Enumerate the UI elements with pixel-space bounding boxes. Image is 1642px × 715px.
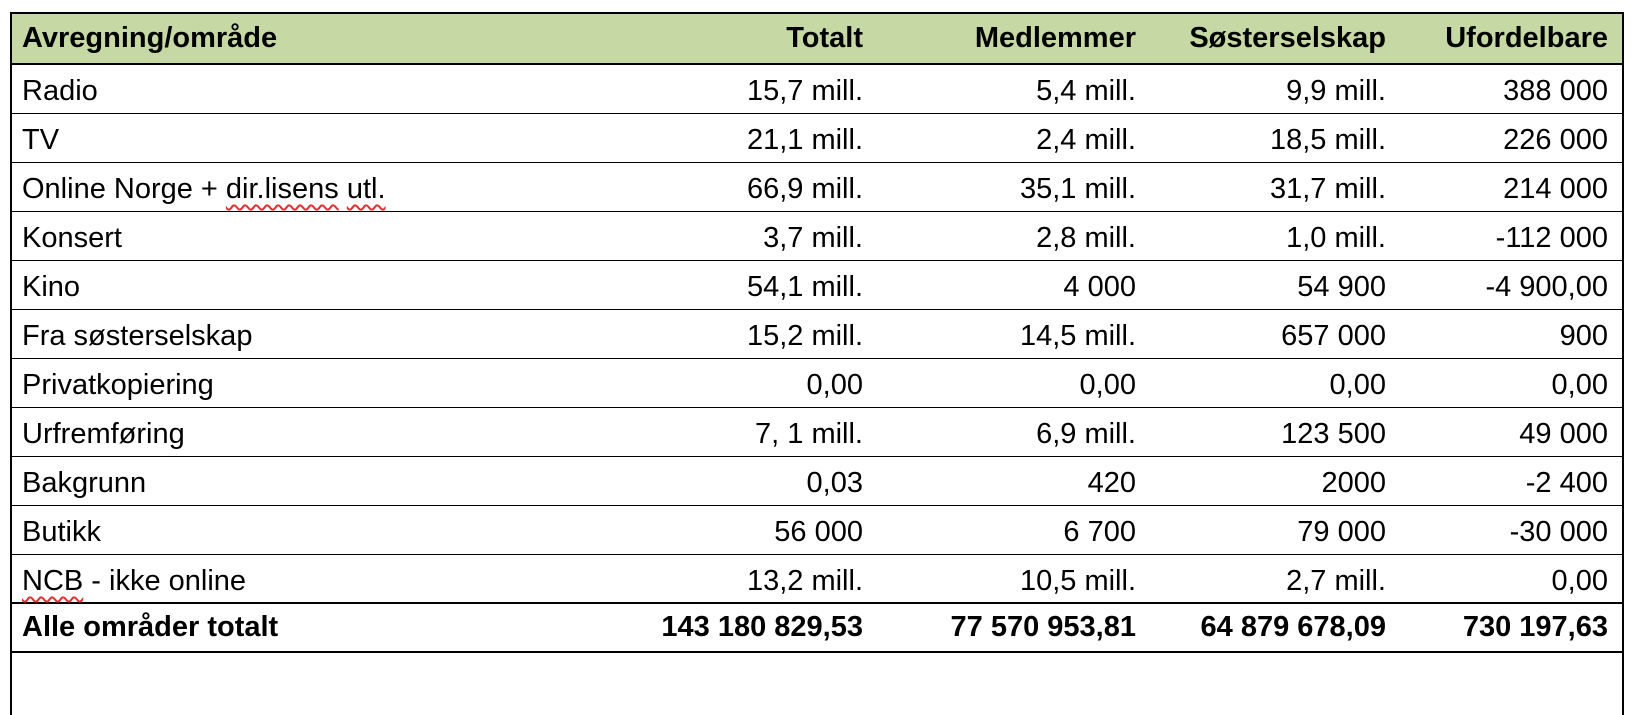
table-row: Konsert 3,7 mill. 2,8 mill. 1,0 mill. -1… [12, 211, 1622, 261]
header-area: Avregning/område [12, 14, 577, 65]
row-total: 3,7 mill. [577, 211, 877, 261]
row-area: Fra søsterselskap [12, 309, 577, 359]
table-row: Radio 15,7 mill. 5,4 mill. 9,9 mill. 388… [12, 64, 1622, 114]
row-area: Kino [12, 260, 577, 310]
row-total: 0,00 [577, 358, 877, 408]
row-total: 21,1 mill. [577, 113, 877, 163]
total-members: 77 570 953,81 [877, 603, 1150, 653]
row-unallocated: -112 000 [1400, 211, 1622, 261]
row-sister: 2,7 mill. [1150, 554, 1400, 604]
table-row: Kino 54,1 mill. 4 000 54 900 -4 900,00 [12, 260, 1622, 310]
row-sister: 1,0 mill. [1150, 211, 1400, 261]
row-unallocated: 214 000 [1400, 162, 1622, 212]
table-row: NCB - ikke online 13,2 mill. 10,5 mill. … [12, 554, 1622, 604]
row-sister: 657 000 [1150, 309, 1400, 359]
row-members: 5,4 mill. [877, 64, 1150, 114]
table-row: TV 21,1 mill. 2,4 mill. 18,5 mill. 226 0… [12, 113, 1622, 163]
row-total: 13,2 mill. [577, 554, 877, 604]
row-members: 4 000 [877, 260, 1150, 310]
row-unallocated: 0,00 [1400, 554, 1622, 604]
total-area: Alle områder totalt [12, 603, 577, 653]
spellcheck-flagged-word: dir.lisens [225, 173, 339, 205]
row-sister: 9,9 mill. [1150, 64, 1400, 114]
table-row: Privatkopiering 0,00 0,00 0,00 0,00 [12, 358, 1622, 408]
row-sister: 18,5 mill. [1150, 113, 1400, 163]
row-area: Privatkopiering [12, 358, 577, 408]
row-members: 10,5 mill. [877, 554, 1150, 604]
row-area: Urfremføring [12, 407, 577, 457]
table-row: Bakgrunn 0,03 420 2000 -2 400 [12, 456, 1622, 506]
row-unallocated: -4 900,00 [1400, 260, 1622, 310]
row-area-space [339, 173, 347, 205]
total-total: 143 180 829,53 [577, 603, 877, 653]
row-area: Online Norge + dir.lisens utl. [12, 162, 577, 212]
row-area: NCB - ikke online [12, 554, 577, 604]
row-sister: 54 900 [1150, 260, 1400, 310]
row-members: 35,1 mill. [877, 162, 1150, 212]
row-sister: 0,00 [1150, 358, 1400, 408]
row-unallocated: 900 [1400, 309, 1622, 359]
row-unallocated: 0,00 [1400, 358, 1622, 408]
row-area: TV [12, 113, 577, 163]
row-unallocated: 388 000 [1400, 64, 1622, 114]
row-sister: 31,7 mill. [1150, 162, 1400, 212]
spellcheck-flagged-word: utl. [346, 173, 386, 205]
row-sister: 123 500 [1150, 407, 1400, 457]
header-unallocated: Ufordelbare [1400, 14, 1622, 65]
row-members: 6,9 mill. [877, 407, 1150, 457]
total-row: Alle områder totalt 143 180 829,53 77 57… [12, 603, 1622, 653]
row-total: 56 000 [577, 505, 877, 555]
row-sister: 2000 [1150, 456, 1400, 506]
row-total: 15,7 mill. [577, 64, 877, 114]
settlement-table: Avregning/område Totalt Medlemmer Søster… [12, 14, 1622, 653]
row-area: Konsert [12, 211, 577, 261]
spellcheck-flagged-word: NCB [22, 564, 84, 597]
header-sister: Søsterselskap [1150, 14, 1400, 65]
total-sister: 64 879 678,09 [1150, 603, 1400, 653]
total-unallocated: 730 197,63 [1400, 603, 1622, 653]
header-row: Avregning/område Totalt Medlemmer Søster… [12, 14, 1622, 65]
header-total: Totalt [577, 14, 877, 65]
row-area-part: - ikke online [83, 564, 247, 597]
table-row: Fra søsterselskap 15,2 mill. 14,5 mill. … [12, 309, 1622, 359]
table-row: Online Norge + dir.lisens utl. 66,9 mill… [12, 162, 1622, 212]
row-members: 420 [877, 456, 1150, 506]
table-row: Urfremføring 7, 1 mill. 6,9 mill. 123 50… [12, 407, 1622, 457]
table-row: Butikk 56 000 6 700 79 000 -30 000 [12, 505, 1622, 555]
row-members: 2,8 mill. [877, 211, 1150, 261]
table-frame [10, 12, 1624, 715]
row-area-part: Online Norge + [22, 173, 226, 205]
row-total: 0,03 [577, 456, 877, 506]
row-area: Bakgrunn [12, 456, 577, 506]
row-sister: 79 000 [1150, 505, 1400, 555]
row-unallocated: -30 000 [1400, 505, 1622, 555]
row-members: 0,00 [877, 358, 1150, 408]
row-members: 14,5 mill. [877, 309, 1150, 359]
row-unallocated: 226 000 [1400, 113, 1622, 163]
row-total: 7, 1 mill. [577, 407, 877, 457]
row-members: 2,4 mill. [877, 113, 1150, 163]
header-members: Medlemmer [877, 14, 1150, 65]
row-members: 6 700 [877, 505, 1150, 555]
row-area: Butikk [12, 505, 577, 555]
row-area: Radio [12, 64, 577, 114]
row-total: 54,1 mill. [577, 260, 877, 310]
row-total: 15,2 mill. [577, 309, 877, 359]
row-unallocated: 49 000 [1400, 407, 1622, 457]
row-unallocated: -2 400 [1400, 456, 1622, 506]
row-total: 66,9 mill. [577, 162, 877, 212]
